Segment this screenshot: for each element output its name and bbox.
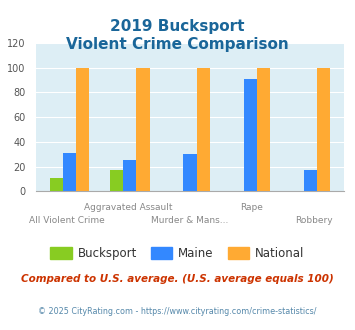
- Text: Compared to U.S. average. (U.S. average equals 100): Compared to U.S. average. (U.S. average …: [21, 274, 334, 284]
- Bar: [136, 68, 149, 191]
- Bar: [197, 68, 210, 191]
- Bar: [244, 79, 257, 191]
- Bar: [257, 68, 270, 191]
- Text: Violent Crime Comparison: Violent Crime Comparison: [66, 37, 289, 52]
- Text: Murder & Mans...: Murder & Mans...: [151, 216, 229, 225]
- Bar: [304, 170, 317, 191]
- Text: 2019 Bucksport: 2019 Bucksport: [110, 19, 245, 34]
- Bar: [110, 170, 123, 191]
- Bar: [123, 160, 136, 191]
- Text: Aggravated Assault: Aggravated Assault: [84, 203, 173, 212]
- Bar: [63, 153, 76, 191]
- Text: Rape: Rape: [240, 203, 263, 212]
- Text: Robbery: Robbery: [295, 216, 332, 225]
- Bar: [76, 68, 89, 191]
- Text: © 2025 CityRating.com - https://www.cityrating.com/crime-statistics/: © 2025 CityRating.com - https://www.city…: [38, 307, 317, 316]
- Bar: [50, 178, 63, 191]
- Text: All Violent Crime: All Violent Crime: [28, 216, 104, 225]
- Bar: [317, 68, 330, 191]
- Legend: Bucksport, Maine, National: Bucksport, Maine, National: [46, 242, 309, 265]
- Bar: [183, 154, 197, 191]
